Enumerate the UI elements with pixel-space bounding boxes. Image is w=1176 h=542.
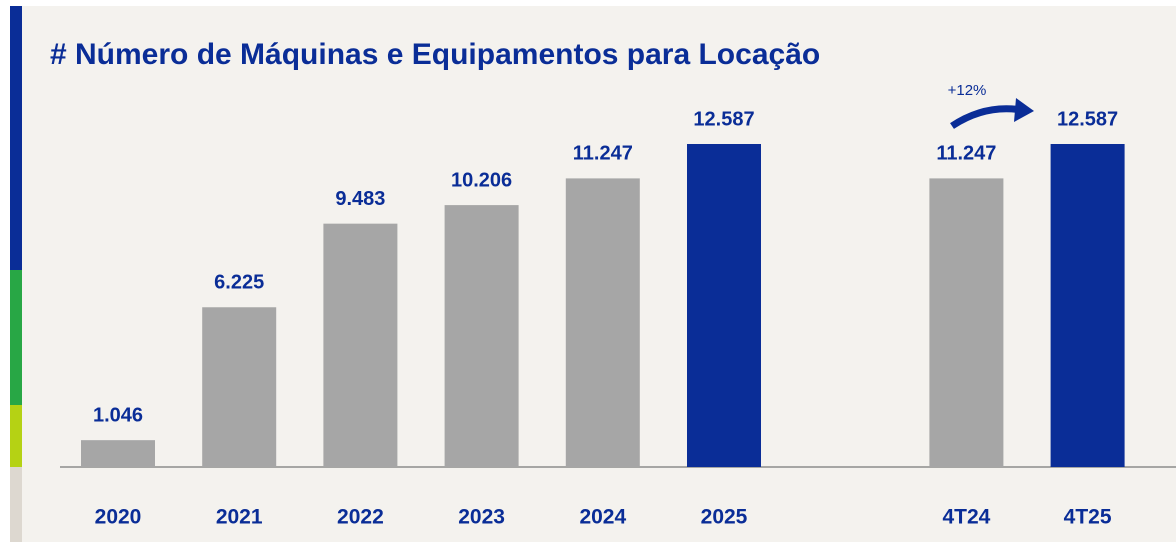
growth-arrowhead	[1014, 98, 1034, 122]
accent-stripe	[10, 467, 22, 542]
x-tick-label: 2022	[337, 506, 384, 529]
accent-stripe	[10, 270, 22, 405]
x-tick-label: 2023	[458, 506, 505, 529]
accent-stripe	[10, 405, 22, 467]
growth-annotation: +12%	[948, 82, 987, 99]
x-tick-label: 4T24	[942, 506, 990, 529]
bar	[1050, 144, 1125, 467]
value-label: 12.587	[693, 108, 754, 130]
value-label: 1.046	[93, 404, 143, 426]
accent-stripe	[10, 6, 22, 270]
x-tick-label: 2021	[216, 506, 263, 529]
chart-title: # Número de Máquinas e Equipamentos para…	[50, 38, 820, 71]
value-label: 12.587	[1057, 108, 1118, 130]
value-label: 6.225	[214, 272, 264, 294]
value-label: 10.206	[451, 169, 512, 191]
value-label: 11.247	[936, 143, 996, 165]
x-tick-label: 4T25	[1064, 506, 1112, 529]
bar	[565, 178, 640, 467]
value-label: 9.483	[335, 188, 385, 210]
bar	[929, 178, 1004, 467]
bar	[444, 205, 519, 467]
x-tick-label: 2025	[701, 506, 748, 529]
bar	[202, 307, 277, 467]
bar	[81, 440, 155, 467]
x-tick-label: 2020	[95, 506, 142, 529]
x-tick-label: 2024	[579, 506, 626, 529]
bar	[687, 144, 761, 467]
value-label: 11.247	[573, 143, 633, 165]
bar	[323, 223, 398, 467]
